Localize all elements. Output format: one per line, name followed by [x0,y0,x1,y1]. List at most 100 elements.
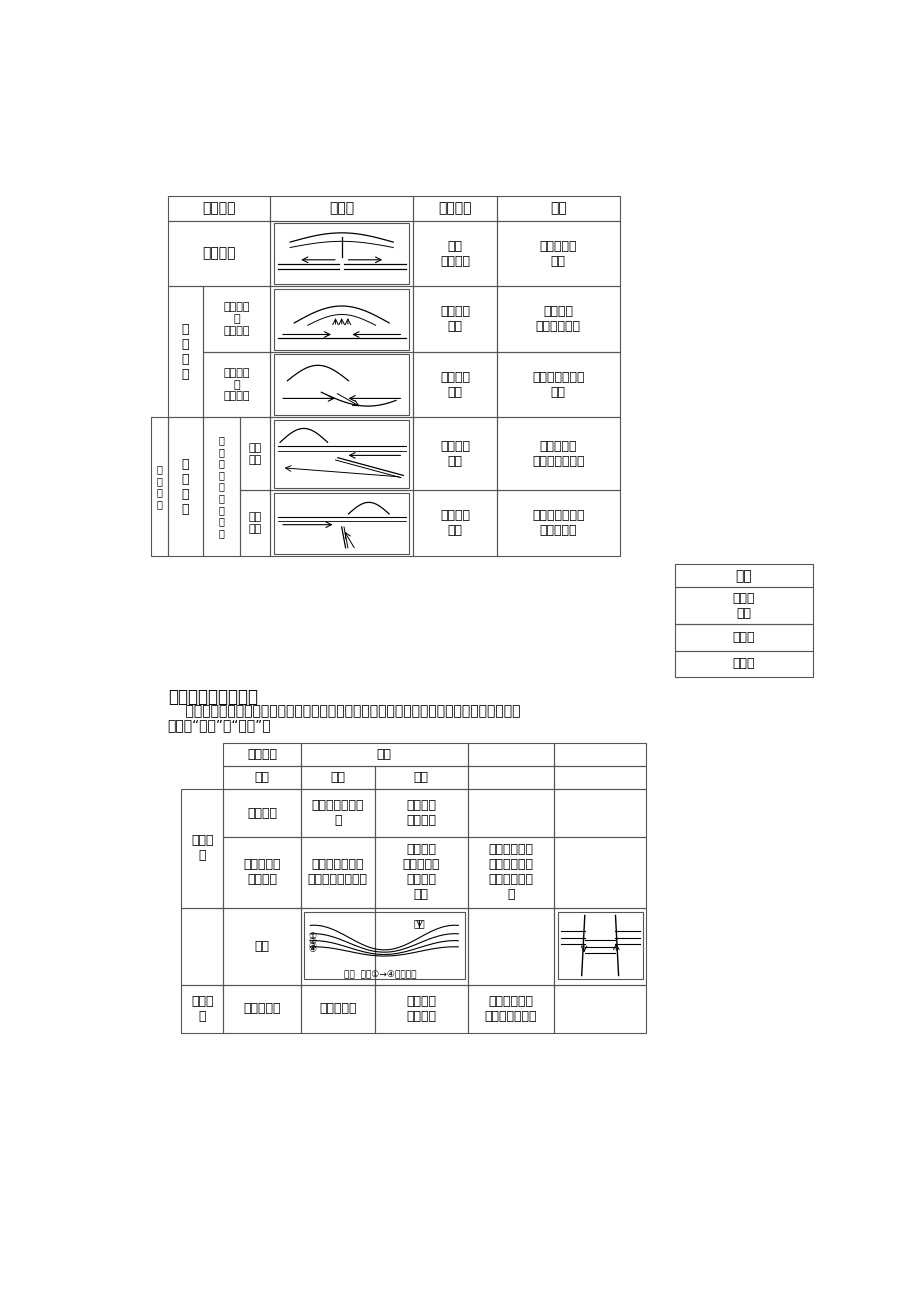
Bar [203,352,269,417]
Bar [274,354,409,415]
Bar [554,789,645,837]
Text: 向斜: 向斜 [330,771,345,784]
Bar [223,837,301,907]
Text: 常形成谷
地或盆地: 常形成谷 地或盆地 [405,995,436,1022]
Text: 从岩层的新
老关系上: 从岩层的新 老关系上 [244,858,280,887]
Text: ③: ③ [308,941,316,950]
Bar [274,419,409,488]
Bar [496,221,618,286]
Bar [223,743,301,766]
Bar [274,289,409,349]
Bar [554,743,645,766]
Bar [496,417,618,491]
Bar [167,221,269,286]
Text: 生长边界: 生长边界 [202,246,235,260]
Bar [554,766,645,789]
Bar [274,223,409,284]
Text: 俯
冲
边
界: 俯 冲 边 界 [156,465,162,509]
Text: 太平洋西部的海
沟、岛弧链: 太平洋西部的海 沟、岛弧链 [531,509,584,538]
Text: 常形成山岭: 常形成山岭 [319,1003,357,1016]
Bar [167,197,269,221]
Bar [413,352,496,417]
Text: 俯冲
角小: 俯冲 角小 [248,443,261,465]
Text: 海岸山脉
海沟: 海岸山脉 海沟 [440,440,470,467]
Text: 岩层受力断裂
并沿断裂面有
明显的相对位
移: 岩层受力断裂 并沿断裂面有 明显的相对位 移 [488,844,533,901]
Text: 未侵蚀地貌: 未侵蚀地貌 [244,1003,280,1016]
Bar [554,984,645,1032]
Text: 褶皱: 褶皱 [377,749,391,762]
Text: 向斜: 向斜 [414,918,425,928]
Bar [467,766,554,789]
Text: 典型: 典型 [734,569,751,583]
Bar [223,984,301,1032]
Bar [203,286,269,352]
Bar [674,651,811,677]
Text: ②: ② [308,937,316,945]
Bar [301,837,374,907]
Bar [413,197,496,221]
Text: 东非大裂谷
红海: 东非大裂谷 红海 [539,240,576,268]
Text: 运动的“结果”和“证据”。: 运动的“结果”和“证据”。 [167,719,271,732]
Bar [240,491,269,556]
Text: 大
陆
板
块
与
大
洋
板
块: 大 陆 板 块 与 大 洋 板 块 [219,435,224,538]
Bar [374,766,467,789]
Text: 阿尔卑: 阿尔卑 [732,631,754,644]
Bar [167,286,203,417]
Bar [223,766,301,789]
Text: 马里亚纳群岛及
海沟: 马里亚纳群岛及 海沟 [531,371,584,398]
Bar [413,491,496,556]
Bar [301,789,374,837]
Bar [374,907,467,984]
Bar [467,789,554,837]
Text: 示意图: 示意图 [329,202,354,216]
Text: 实例: 实例 [550,202,566,216]
Text: 安第斯山脉
秘鲁、智利海沟: 安第斯山脉 秘鲁、智利海沟 [531,440,584,467]
Bar [269,286,413,352]
Bar [374,837,467,907]
Bar [496,197,618,221]
Bar [554,837,645,907]
Text: 构造地
貌: 构造地 貌 [191,995,213,1022]
Text: 陆缘岛弧
海沟: 陆缘岛弧 海沟 [440,509,470,538]
Bar [413,286,496,352]
Bar [223,907,301,984]
Text: 海岭
大陆裂谷: 海岭 大陆裂谷 [440,240,470,268]
Bar [467,743,554,766]
Text: 地质构造是指由地壳运动引起的岩层变形和变位，最基本的形式是褶皱和断层，它们是地壳: 地质构造是指由地壳运动引起的岩层变形和变位，最基本的形式是褶皱和断层，它们是地壳 [167,704,519,719]
Bar [496,352,618,417]
Bar [269,197,413,221]
Bar [557,913,642,979]
Bar [301,743,467,766]
Bar [496,286,618,352]
Text: 边界类型: 边界类型 [202,202,235,216]
Bar [304,913,464,979]
Text: 判断方
法: 判断方 法 [191,835,213,862]
Bar [269,221,413,286]
Text: 俯冲
角大: 俯冲 角大 [248,513,261,534]
Text: 断层: 断层 [414,771,428,784]
Bar [554,907,645,984]
Text: 大洋板块
与
大洋板块: 大洋板块 与 大洋板块 [223,368,250,401]
Bar [181,984,223,1032]
Bar [223,789,301,837]
Text: 碰
撞
边
界: 碰 撞 边 界 [182,323,189,380]
Bar [181,907,223,984]
Bar [496,491,618,556]
Bar [274,492,409,553]
Text: 明显地形: 明显地形 [438,202,471,216]
Text: 高大山脉
高原: 高大山脉 高原 [440,305,470,333]
Text: 中心部分
岩层较新，
两翼岩层
较老: 中心部分 岩层较新， 两翼岩层 较老 [402,844,439,901]
Bar [467,837,554,907]
Text: 青藏高原
喜马拉雅山脉: 青藏高原 喜马拉雅山脉 [535,305,580,333]
Text: 岩层一般向上拱
起: 岩层一般向上拱 起 [312,799,364,827]
Bar [301,984,374,1032]
Bar [413,221,496,286]
Text: 从形态上: 从形态上 [247,806,277,819]
Text: 大断层常形成
裂谷或陡崖，如: 大断层常形成 裂谷或陡崖，如 [484,995,537,1022]
Text: ④: ④ [308,945,316,954]
Bar [301,766,374,789]
Bar [269,417,413,491]
Bar [674,587,811,625]
Text: 消
亡
边
界: 消 亡 边 界 [182,457,189,516]
Bar [413,417,496,491]
